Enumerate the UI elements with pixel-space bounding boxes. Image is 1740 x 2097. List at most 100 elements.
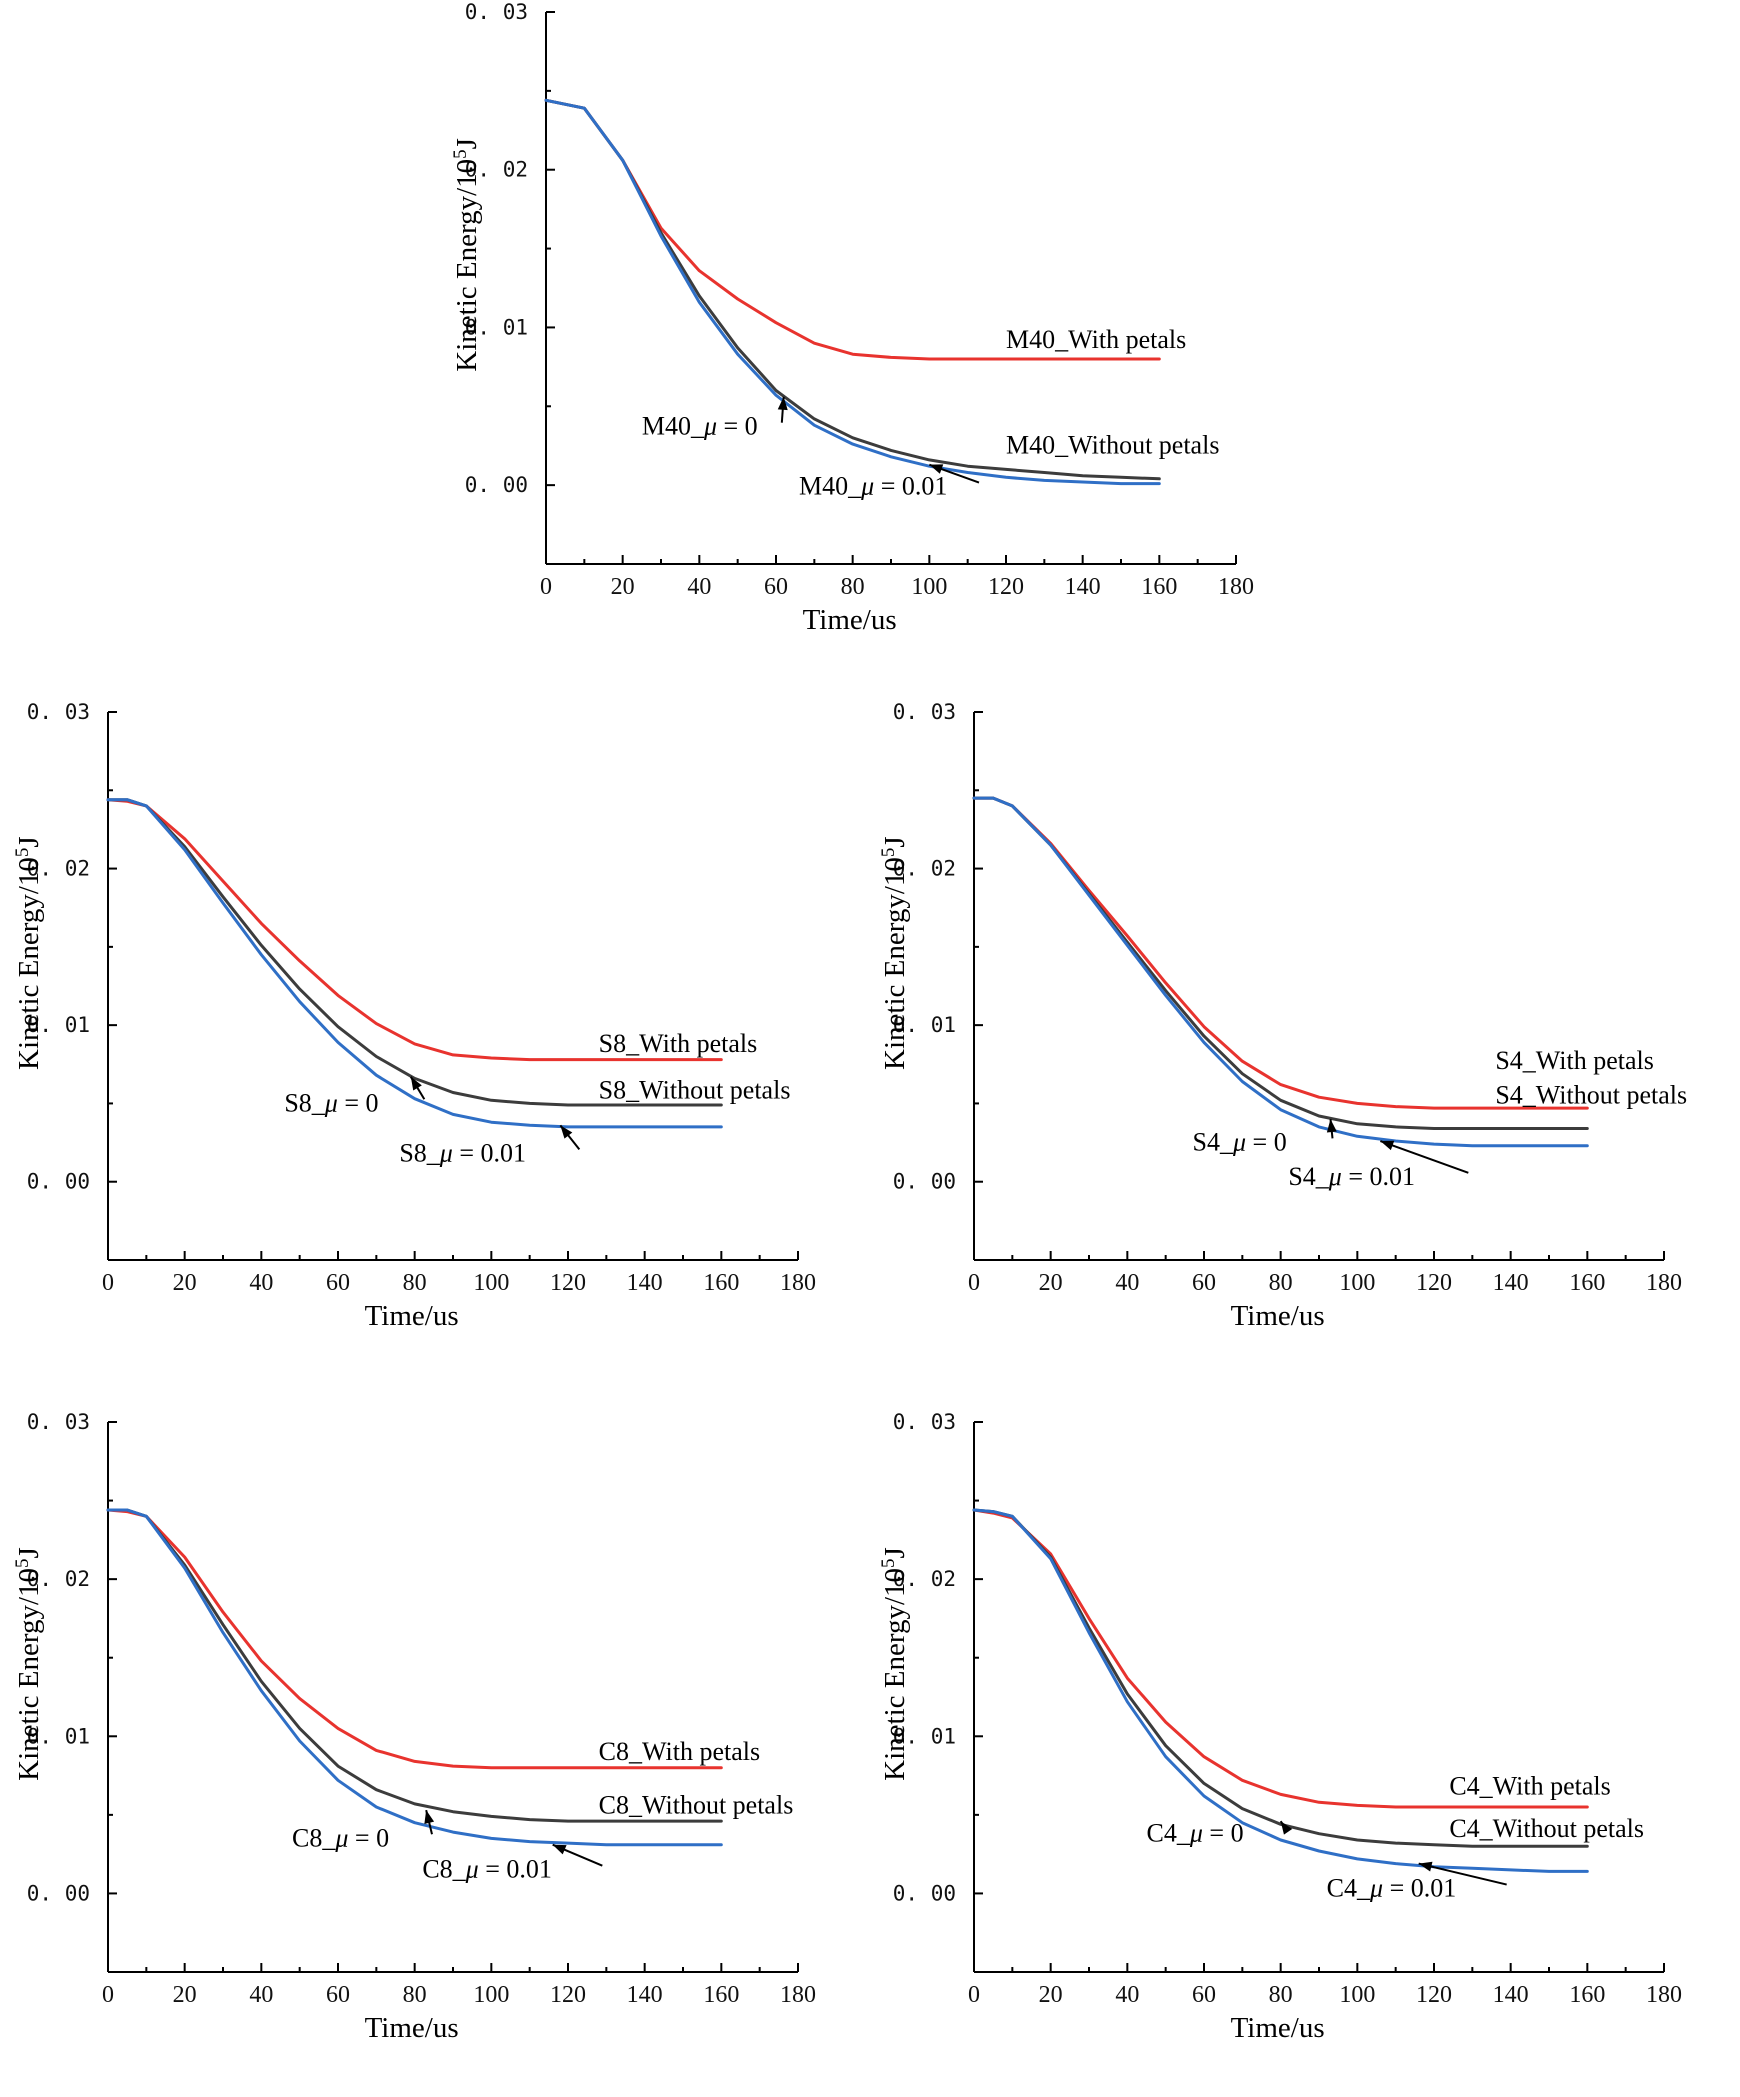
series-line-without-petals: [106, 1508, 723, 1823]
x-tick-label: 80: [1269, 1982, 1293, 2008]
x-tick-label: 60: [764, 574, 788, 600]
x-axis-label: Time/us: [1231, 1300, 1325, 1332]
x-tick-label: 180: [1646, 1270, 1682, 1296]
y-tick-label: 0. 02: [893, 1567, 956, 1591]
x-tick-label: 160: [1141, 574, 1177, 600]
annotation-label: S4_μ = 0.01: [1288, 1162, 1415, 1191]
x-tick-label: 120: [1416, 1270, 1452, 1296]
x-tick-label: 180: [1218, 574, 1254, 600]
y-tick-label: 0. 00: [893, 1170, 956, 1194]
chart-panel-middle-right: 0 20 40 60 80 100 120 140 160 180 0. 00 0. 01 0. 02 0…: [866, 690, 1740, 1380]
chart-panel-bottom-left: 0 20 40 60 80 100 120 140 160 180 0. 00 0. 01 0. 02 0…: [0, 1400, 858, 2097]
x-tick-label: 0: [102, 1270, 114, 1296]
annotation-label: S8_μ = 0.01: [399, 1138, 526, 1167]
annotation-label: C8_Without petals: [599, 1790, 794, 1819]
x-tick-label: 140: [1493, 1982, 1529, 2008]
x-tick-label: 20: [1039, 1982, 1063, 2008]
y-tick-label: 0. 03: [893, 700, 956, 724]
x-tick-label: 160: [703, 1982, 739, 2008]
y-tick-label: 0. 01: [465, 315, 528, 339]
y-tick-label: 0. 01: [893, 1724, 956, 1748]
x-tick-label: 100: [1339, 1270, 1375, 1296]
y-tick-label: 0. 02: [893, 857, 956, 881]
annotation-arrow-head: [424, 1810, 435, 1824]
x-tick-label: 40: [249, 1270, 273, 1296]
annotation-label: M40_μ = 0.01: [799, 472, 947, 501]
x-tick-label: 60: [1192, 1982, 1216, 2008]
y-tick-label: 0. 01: [27, 1013, 90, 1037]
annotation-label: C4_With petals: [1449, 1771, 1610, 1800]
y-tick-label: 0. 00: [27, 1170, 90, 1194]
x-tick-label: 100: [1339, 1982, 1375, 2008]
series-line-with-petals: [544, 98, 1161, 361]
annotation-label: M40_μ = 0: [642, 412, 758, 441]
y-tick-label: 0. 03: [893, 1410, 956, 1434]
x-tick-label: 60: [1192, 1270, 1216, 1296]
y-tick-label: 0. 00: [893, 1881, 956, 1905]
x-tick-label: 80: [1269, 1270, 1293, 1296]
x-tick-label: 140: [627, 1982, 663, 2008]
series-line-without-petals: [972, 796, 1589, 1130]
y-axis-label: Kinetic Energy/105J: [878, 836, 911, 1070]
annotation-arrow-head: [1380, 1140, 1395, 1151]
y-tick-label: 0. 03: [27, 700, 90, 724]
annotation-arrow-head: [1280, 1821, 1293, 1835]
x-tick-label: 140: [1493, 1270, 1529, 1296]
x-tick-label: 180: [780, 1270, 816, 1296]
annotation-label: S8_Without petals: [599, 1076, 791, 1105]
series-line-with-petals: [106, 1508, 723, 1770]
y-tick-label: 0. 03: [465, 0, 528, 24]
annotation-label: S4_μ = 0: [1193, 1127, 1287, 1156]
x-axis-label: Time/us: [365, 1300, 459, 1332]
y-axis-label: Kinetic Energy/105J: [12, 1547, 45, 1781]
x-tick-label: 80: [403, 1270, 427, 1296]
x-tick-label: 60: [326, 1982, 350, 2008]
series-line-mu-001: [106, 1508, 723, 1847]
y-axis-label: Kinetic Energy/105J: [450, 138, 483, 372]
y-axis-label: Kinetic Energy/105J: [878, 1547, 911, 1781]
annotation-label: M40_Without petals: [1006, 431, 1219, 460]
annotation-arrow-line: [1418, 1862, 1507, 1886]
annotation-label: M40_With petals: [1006, 325, 1186, 354]
y-tick-label: 0. 01: [893, 1013, 956, 1037]
annotation-label: C8_With petals: [599, 1737, 760, 1766]
x-tick-label: 160: [703, 1270, 739, 1296]
y-tick-label: 0. 03: [27, 1410, 90, 1434]
x-tick-label: 120: [550, 1982, 586, 2008]
x-tick-label: 0: [968, 1270, 980, 1296]
x-tick-label: 20: [173, 1270, 197, 1296]
annotation-arrow-head: [929, 464, 944, 474]
chart-panel-top: 0 20 40 60 80 100 120 140 160 180 0. 00 0. 01 0. 02 0…: [438, 0, 1296, 680]
x-axis-label: Time/us: [1231, 2012, 1325, 2044]
y-tick-label: 0. 01: [27, 1724, 90, 1748]
y-tick-label: 0. 00: [27, 1881, 90, 1905]
x-axis-label: Time/us: [365, 2012, 459, 2044]
annotation-label: C8_μ = 0.01: [422, 1855, 552, 1884]
x-tick-label: 40: [249, 1982, 273, 2008]
annotation-arrow-head: [552, 1844, 567, 1855]
annotation-label: C8_μ = 0: [292, 1823, 389, 1852]
x-tick-label: 160: [1569, 1982, 1605, 2008]
x-tick-label: 180: [780, 1982, 816, 2008]
annotation-label: C4_Without petals: [1449, 1814, 1644, 1843]
chart-m40: 0 20 40 60 80 100 120 140 160 180 0. 00 0. 01 0. 02 0…: [450, 0, 1254, 636]
series-line-without-petals: [106, 798, 723, 1107]
x-axis-label: Time/us: [803, 604, 897, 636]
annotation-arrow-line: [1379, 1140, 1469, 1174]
x-tick-label: 80: [403, 1982, 427, 2008]
y-tick-label: 0. 00: [465, 473, 528, 497]
x-tick-label: 100: [473, 1270, 509, 1296]
x-tick-label: 0: [968, 1982, 980, 2008]
series-line-with-petals: [106, 798, 723, 1062]
annotation-arrow-head: [410, 1076, 422, 1091]
x-tick-label: 80: [841, 574, 865, 600]
x-tick-label: 40: [1115, 1270, 1139, 1296]
annotation-label: S8_μ = 0: [284, 1088, 378, 1117]
series-line-without-petals: [544, 98, 1161, 481]
x-tick-label: 100: [911, 574, 947, 600]
y-tick-label: 0. 02: [27, 1567, 90, 1591]
chart-panel-bottom-right: 0 20 40 60 80 100 120 140 160 180 0. 00 0. 01 0. 02 0…: [866, 1400, 1740, 2097]
x-tick-label: 0: [102, 1982, 114, 2008]
x-tick-label: 120: [550, 1270, 586, 1296]
x-tick-label: 20: [611, 574, 635, 600]
